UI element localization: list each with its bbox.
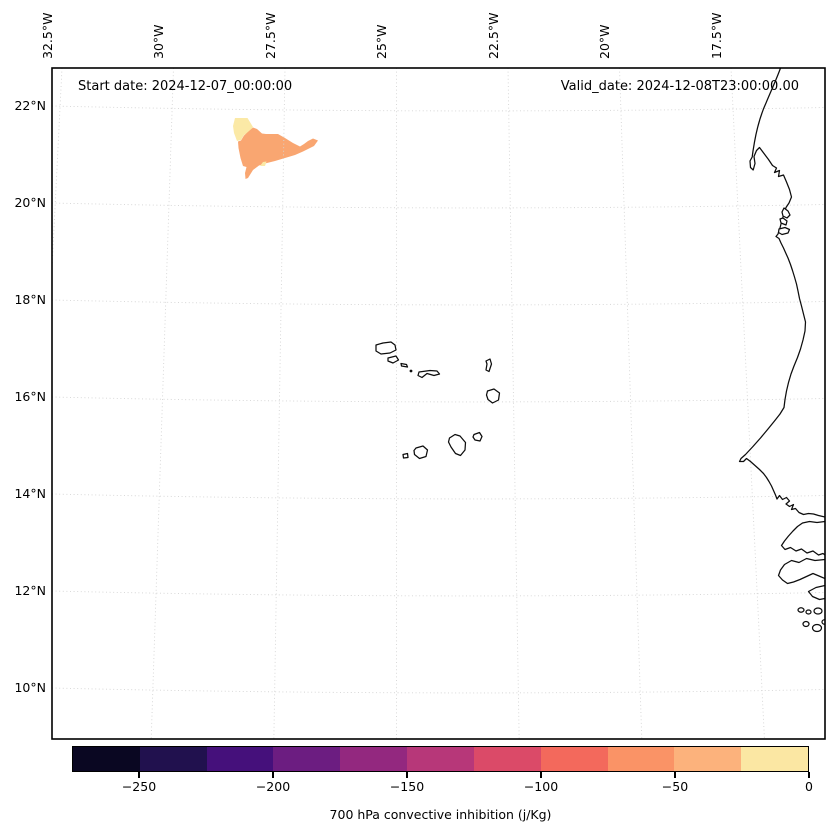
- lat-tick-label: 14°N: [14, 486, 46, 501]
- colorbar-tick: [406, 772, 408, 778]
- cin-fill-yellow: [233, 118, 253, 141]
- colorbar-segment: [206, 747, 274, 771]
- colorbar-tick-label: −250: [121, 779, 157, 794]
- annotation-valid-date: Valid_date: 2024-12-08T23:00:00.00: [560, 79, 799, 94]
- colorbar-tick-label: −100: [523, 779, 559, 794]
- colorbar-tick: [138, 772, 140, 778]
- colorbar-segment: [73, 747, 140, 771]
- lat-tick-label: 12°N: [14, 583, 46, 598]
- lat-tick-label: 20°N: [14, 195, 46, 210]
- parallel-gridline: [52, 299, 825, 306]
- parallel-gridline: [52, 687, 825, 694]
- colorbar-tick: [540, 772, 542, 778]
- colorbar-tick-label: 0: [805, 779, 813, 794]
- cin-fill-orange: [238, 127, 318, 179]
- lon-tick-label: 32.5°W: [39, 12, 55, 59]
- lon-tick-label: 22.5°W: [485, 12, 501, 59]
- colorbar-tick: [272, 772, 274, 778]
- graticule-gridlines: [52, 68, 825, 739]
- map-frame: [51, 67, 826, 740]
- lat-tick-label: 16°N: [14, 389, 46, 404]
- colorbar-segment: [741, 747, 808, 771]
- colorbar-segment: [273, 747, 341, 771]
- colorbar-segment: [674, 747, 742, 771]
- cape-verde-islands-path: [375, 341, 501, 460]
- parallel-gridline: [52, 396, 825, 403]
- islet-dot: [409, 369, 413, 373]
- colorbar-segment: [340, 747, 408, 771]
- meridian-gridline: [507, 68, 520, 739]
- meridian-gridline: [52, 68, 63, 278]
- colorbar: [72, 746, 809, 772]
- lon-tick-label: 17.5°W: [708, 12, 724, 59]
- coastal-lagoons-path: [777, 207, 791, 236]
- colorbar-segment: [473, 747, 541, 771]
- colorbar-tick-label: −150: [389, 779, 425, 794]
- bijagos-islands: [797, 607, 825, 633]
- lat-tick-label: 10°N: [14, 680, 46, 695]
- lon-tick-label: 30°W: [151, 24, 166, 59]
- cin-fill-regions: [233, 118, 318, 179]
- parallel-gridline: [52, 590, 825, 597]
- colorbar-segment: [540, 747, 608, 771]
- annotation-start-date: Start date: 2024-12-07_00:00:00: [78, 79, 293, 94]
- colorbar-tick: [674, 772, 676, 778]
- lat-tick-label: 22°N: [14, 98, 46, 113]
- coastlines: [375, 68, 825, 633]
- parallel-gridline: [52, 202, 825, 209]
- lat-tick-label: 18°N: [14, 292, 46, 307]
- colorbar-tick-label: −50: [661, 779, 689, 794]
- colorbar-segment: [139, 747, 207, 771]
- colorbar-segment: [407, 747, 474, 771]
- africa-coastline-path: [738, 68, 825, 601]
- meridian-gridline: [150, 68, 174, 739]
- colorbar-tick: [808, 772, 810, 778]
- meridian-gridline: [619, 68, 643, 739]
- cin-fill-yellow-spot: [260, 161, 267, 166]
- lon-tick-label: 27.5°W: [262, 12, 278, 59]
- colorbar-title: 700 hPa convective inhibition (j/Kg): [329, 807, 552, 822]
- lon-tick-label: 25°W: [374, 24, 389, 59]
- parallel-gridline: [52, 493, 825, 500]
- parallel-gridline: [52, 105, 825, 112]
- colorbar-tick-label: −200: [255, 779, 291, 794]
- colorbar-segment: [607, 747, 675, 771]
- meridian-gridline: [273, 68, 286, 739]
- meridian-gridline: [730, 68, 765, 739]
- lon-tick-label: 20°W: [597, 24, 612, 59]
